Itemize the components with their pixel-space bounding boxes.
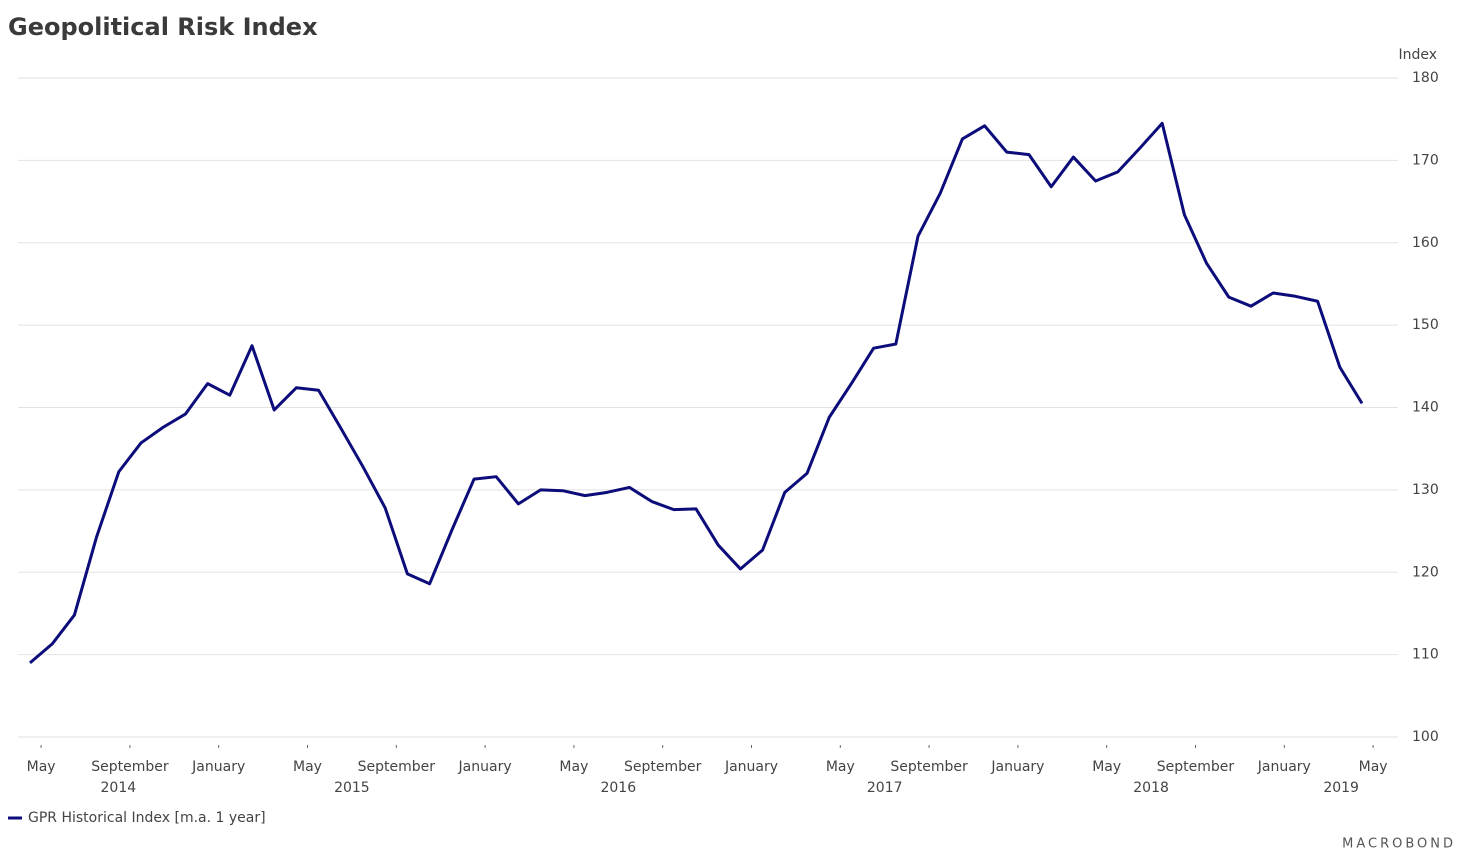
x-year-label: 2018 [1133, 780, 1169, 796]
x-tick-label: January [990, 759, 1044, 775]
y-tick-label: 120 [1412, 564, 1439, 580]
x-tick-label: May [1359, 759, 1388, 775]
x-year-label: 2014 [101, 780, 137, 796]
y-tick-label: 110 [1412, 647, 1439, 663]
x-tick-label: September [91, 759, 169, 775]
x-tick-label: January [724, 759, 778, 775]
x-year-label: 2016 [600, 780, 636, 796]
y-tick-label: 100 [1412, 729, 1439, 745]
y-tick-label: 130 [1412, 482, 1439, 498]
x-tick-label: January [458, 759, 512, 775]
y-tick-label: 170 [1412, 152, 1439, 168]
x-tick-label: May [559, 759, 588, 775]
x-tick-label: May [293, 759, 322, 775]
y-tick-label: 140 [1412, 400, 1439, 416]
x-year-label: 2019 [1323, 780, 1359, 796]
x-tick-label: September [890, 759, 968, 775]
y-tick-label: 180 [1412, 70, 1439, 86]
x-tick-label: May [1092, 759, 1121, 775]
x-tick-label: January [1257, 759, 1311, 775]
brand: MACROBOND [1342, 837, 1456, 852]
x-tick-label: May [27, 759, 56, 775]
x-tick-label: September [624, 759, 702, 775]
legend-label: GPR Historical Index [m.a. 1 year] [28, 810, 266, 826]
x-year-label: 2017 [867, 780, 903, 796]
x-tick-label: January [191, 759, 245, 775]
x-tick-label: September [358, 759, 436, 775]
y-axis-label: Index [1398, 47, 1437, 63]
x-year-label: 2015 [334, 780, 370, 796]
x-tick-label: September [1157, 759, 1235, 775]
y-tick-label: 160 [1412, 235, 1439, 251]
x-tick-label: May [826, 759, 855, 775]
y-tick-label: 150 [1412, 317, 1439, 333]
series-line [29, 121, 1364, 665]
chart-title: Geopolitical Risk Index [8, 13, 318, 41]
